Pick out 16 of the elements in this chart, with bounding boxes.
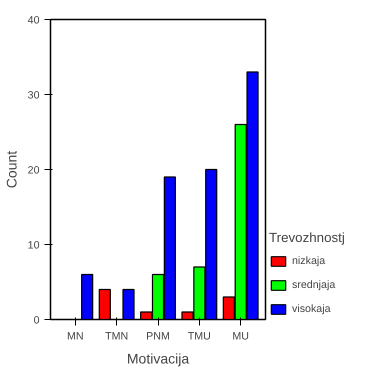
y-tick-label: 40 <box>28 14 40 26</box>
x-tick-label: PNM <box>146 330 170 342</box>
x-tick-label: TMU <box>188 330 211 342</box>
x-axis-title: Motivacija <box>126 350 190 366</box>
x-tick-label: TMN <box>105 330 128 342</box>
x-tick-label: MN <box>67 330 84 342</box>
y-tick-label: 20 <box>28 164 40 176</box>
legend-title: Trevozhnostj <box>269 230 345 245</box>
y-tick-label: 10 <box>28 240 40 252</box>
y-tick-label: 0 <box>34 314 40 326</box>
x-tick-label: MU <box>232 330 249 342</box>
y-tick-label: 30 <box>28 90 40 102</box>
y-axis-title: Count <box>4 150 20 188</box>
legend-label: visokaja <box>292 303 330 315</box>
legend-label: nizkaja <box>292 255 326 267</box>
legend-label: srednjaja <box>292 279 336 291</box>
